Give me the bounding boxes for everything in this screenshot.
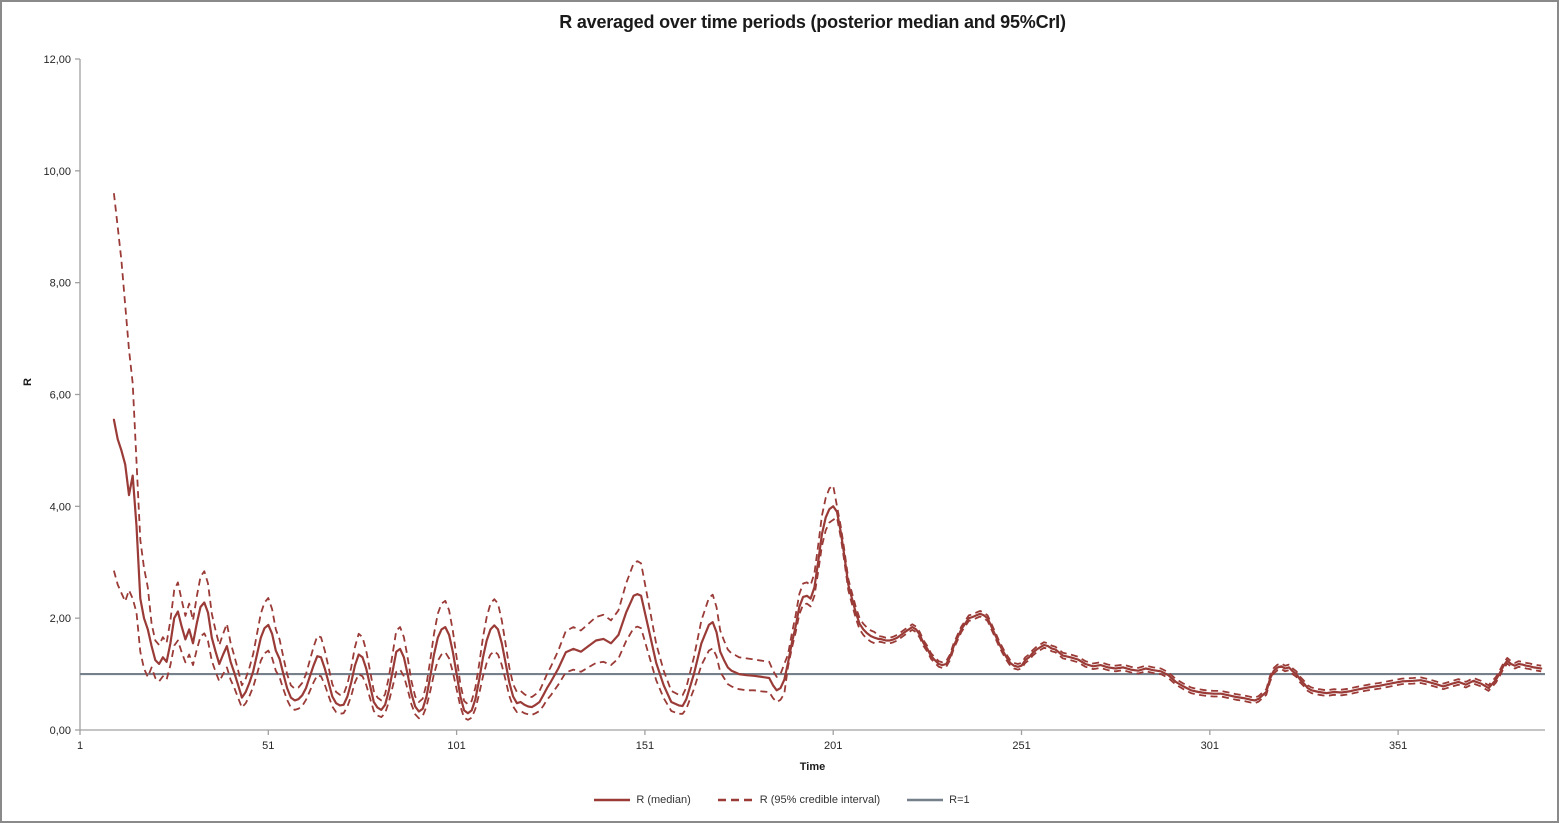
chart-title: R averaged over time periods (posterior …: [559, 12, 1066, 32]
credible-interval-line-swatch-icon: [717, 798, 754, 802]
y-tick-label: 8,00: [50, 278, 71, 290]
median-line-swatch-icon: [594, 798, 631, 802]
x-tick-label: 201: [824, 740, 842, 752]
x-tick-label: 351: [1389, 740, 1407, 752]
legend-item-median: R (median): [593, 794, 691, 806]
median-line: [112, 418, 1543, 715]
legend-label-r-equals-1: R=1: [949, 794, 970, 806]
x-tick-label: 251: [1012, 740, 1030, 752]
x-axis-title: Time: [799, 761, 826, 773]
y-tick-label: 10,00: [43, 166, 71, 178]
x-tick-label: 301: [1201, 740, 1219, 752]
r-equals-1-line-swatch-icon: [907, 798, 944, 802]
y-tick-label: 0,00: [50, 725, 71, 737]
legend-label-credible-interval: R (95% credible interval): [759, 794, 881, 806]
legend: R (median) R (95% credible interval) R=1: [2, 794, 1557, 806]
legend-item-credible-interval: R (95% credible interval): [717, 794, 880, 806]
x-tick-label: 51: [262, 740, 274, 752]
ci-upper-line: [113, 193, 1542, 706]
x-tick-label: 151: [636, 740, 654, 752]
y-tick-label: 2,00: [50, 613, 71, 625]
y-tick-label: 4,00: [50, 501, 71, 513]
x-tick-label: 1: [77, 740, 83, 752]
ci-lower-line: [113, 516, 1542, 721]
legend-item-r-equals-1: R=1: [906, 794, 970, 806]
legend-label-median: R (median): [636, 794, 691, 806]
y-tick-label: 6,00: [50, 390, 71, 402]
y-tick-label: 12,00: [43, 54, 71, 66]
x-tick-label: 101: [447, 740, 465, 752]
